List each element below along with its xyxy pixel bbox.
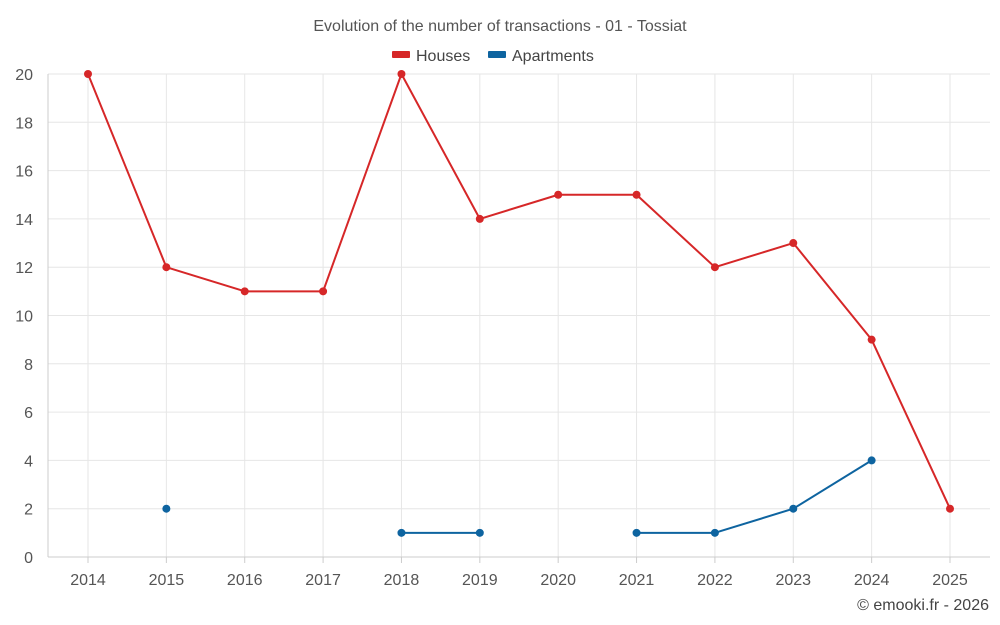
x-tick-label: 2015 bbox=[149, 572, 185, 589]
x-tick-label: 2022 bbox=[697, 572, 733, 589]
x-tick-label: 2024 bbox=[854, 572, 890, 589]
data-point-houses[interactable] bbox=[554, 190, 563, 199]
data-point-houses[interactable] bbox=[789, 239, 798, 248]
data-point-houses[interactable] bbox=[240, 287, 249, 296]
x-tick-label: 2017 bbox=[305, 572, 341, 589]
data-point-houses[interactable] bbox=[710, 263, 719, 272]
chart-title: Evolution of the number of transactions … bbox=[313, 18, 687, 35]
series-line-apartments bbox=[636, 459, 873, 534]
data-point-houses[interactable] bbox=[397, 70, 406, 78]
y-tick-label: 8 bbox=[24, 357, 33, 374]
data-point-houses[interactable] bbox=[867, 335, 876, 344]
legend-swatch-houses bbox=[392, 51, 410, 58]
y-tick-label: 0 bbox=[24, 550, 33, 567]
credit-text: © emooki.fr - 2026 bbox=[857, 597, 989, 614]
data-point-apartments[interactable] bbox=[789, 504, 798, 513]
y-tick-label: 18 bbox=[15, 115, 33, 132]
series-houses bbox=[84, 70, 954, 513]
data-point-apartments[interactable] bbox=[162, 504, 171, 513]
data-point-apartments[interactable] bbox=[475, 528, 484, 537]
data-point-houses[interactable] bbox=[162, 263, 171, 272]
legend-swatch-apartments bbox=[488, 51, 506, 58]
legend: Houses Apartments bbox=[392, 48, 594, 65]
x-tick-label: 2016 bbox=[227, 572, 263, 589]
axes: 0 2 4 6 8 10 12 14 16 18 20 2014 2015 2016 2017 2018 201… bbox=[15, 67, 990, 589]
x-tick-label: 2014 bbox=[70, 572, 106, 589]
grid bbox=[48, 73, 990, 557]
legend-item-houses[interactable]: Houses bbox=[392, 48, 470, 65]
series-line-houses bbox=[87, 73, 951, 510]
y-tick-label: 4 bbox=[24, 453, 33, 470]
legend-item-apartments[interactable]: Apartments bbox=[488, 48, 594, 65]
data-point-apartments[interactable] bbox=[397, 528, 406, 537]
data-point-houses[interactable] bbox=[475, 214, 484, 223]
data-point-houses[interactable] bbox=[946, 504, 954, 513]
x-tick-label: 2018 bbox=[384, 572, 420, 589]
y-tick-label: 14 bbox=[15, 212, 33, 229]
x-tick-label: 2023 bbox=[775, 572, 811, 589]
y-tick-label: 6 bbox=[24, 405, 33, 422]
y-tick-label: 2 bbox=[24, 502, 33, 519]
y-tick-label: 10 bbox=[15, 309, 33, 326]
x-tick-label: 2020 bbox=[540, 572, 576, 589]
series bbox=[84, 70, 954, 537]
data-point-houses[interactable] bbox=[632, 190, 641, 199]
data-point-houses[interactable] bbox=[319, 287, 328, 296]
data-point-houses[interactable] bbox=[84, 70, 92, 78]
y-tick-label: 16 bbox=[15, 164, 33, 181]
y-tick-label: 12 bbox=[15, 260, 33, 277]
data-point-apartments[interactable] bbox=[710, 528, 719, 537]
x-tick-label: 2021 bbox=[619, 572, 655, 589]
legend-label-houses: Houses bbox=[416, 48, 470, 65]
series-apartments bbox=[162, 456, 876, 537]
data-point-apartments[interactable] bbox=[867, 456, 876, 465]
x-tick-label: 2019 bbox=[462, 572, 498, 589]
y-tick-label: 20 bbox=[15, 67, 33, 84]
legend-label-apartments: Apartments bbox=[512, 48, 594, 65]
data-point-apartments[interactable] bbox=[632, 528, 641, 537]
x-tick-label: 2025 bbox=[932, 572, 968, 589]
